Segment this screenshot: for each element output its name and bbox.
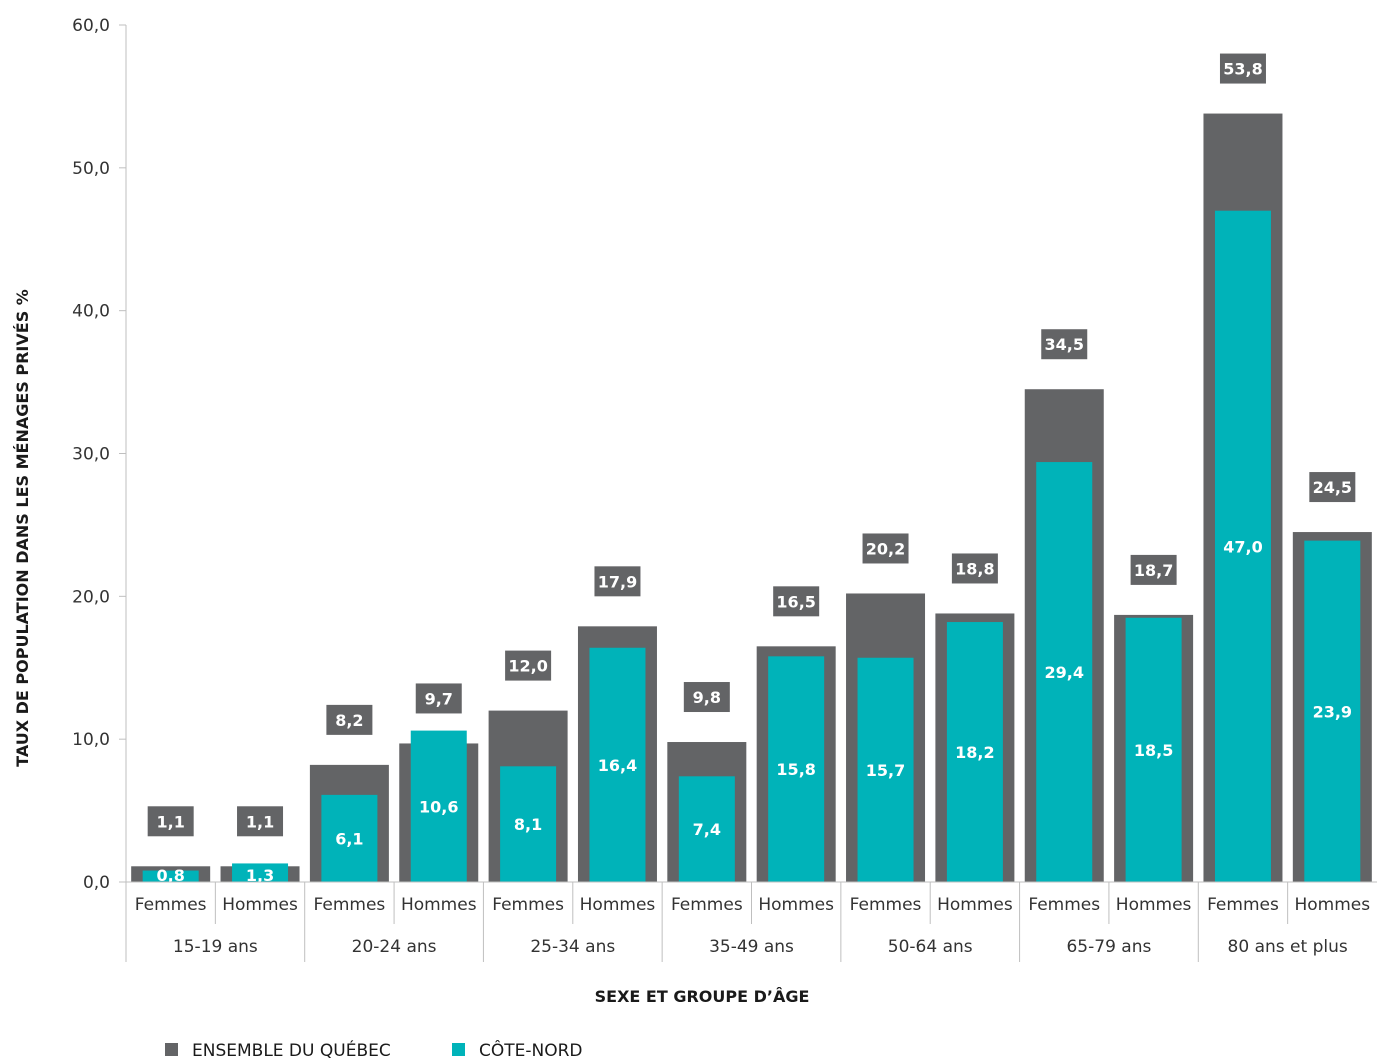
bar-cote-nord — [946, 622, 1003, 882]
data-label-quebec: 18,8 — [955, 559, 994, 578]
data-label-box-quebec — [683, 682, 730, 713]
data-label-cote-nord: 23,9 — [1313, 702, 1352, 721]
y-tick-label: 30,0 — [72, 445, 110, 465]
data-label-quebec: 16,5 — [776, 592, 815, 611]
bar-cote-nord — [1304, 540, 1361, 882]
x-category-label: Femmes — [671, 895, 743, 915]
data-labels: 1,1 0,8 1,1 1,3 8,2 6,1 9,7 10,6 12,0 8,1 17,9 16,4… — [147, 53, 1356, 885]
legend-label-cote-nord: CÔTE-NORD — [479, 1039, 583, 1059]
bar-cote-nord — [678, 776, 735, 882]
data-label-cote-nord: 18,5 — [1134, 741, 1173, 760]
y-axis-title: TAUX DE POPULATION DANS LES MÉNAGES PRIV… — [13, 289, 32, 767]
data-label-quebec: 1,1 — [157, 812, 185, 831]
data-label-quebec: 12,0 — [508, 657, 547, 676]
data-label-cote-nord: 29,4 — [1045, 663, 1084, 682]
data-label-box-quebec — [147, 806, 194, 837]
data-label-box-quebec — [237, 806, 284, 837]
data-label-quebec: 9,7 — [425, 689, 453, 708]
data-label-cote-nord: 1,3 — [246, 866, 274, 885]
bar-cote-nord — [1214, 210, 1271, 882]
data-label-cote-nord: 6,1 — [335, 829, 363, 848]
data-label-quebec: 53,8 — [1223, 60, 1262, 79]
bar-cote-nord — [1036, 462, 1093, 882]
bar-cote-nord — [500, 766, 557, 882]
data-label-box-quebec — [951, 553, 998, 584]
data-label-cote-nord: 7,4 — [693, 820, 721, 839]
legend-label-quebec: ENSEMBLE DU QUÉBEC — [192, 1039, 391, 1059]
x-group-label: 35-49 ans — [709, 937, 794, 957]
data-label-quebec: 18,7 — [1134, 561, 1173, 580]
y-axis: 0,0 10,0 20,0 30,0 40,0 50,0 60,0 — [72, 16, 127, 893]
bar-cote-nord — [589, 647, 646, 882]
x-category-label: Femmes — [135, 895, 207, 915]
x-group-label: 65-79 ans — [1066, 937, 1151, 957]
data-label-cote-nord: 10,6 — [419, 797, 458, 816]
x-category-label: Femmes — [1028, 895, 1100, 915]
data-label-quebec: 20,2 — [866, 539, 905, 558]
x-axis: Femmes Hommes Femmes Hommes Femmes Hommes Femm… — [125, 881, 1377, 962]
bars — [131, 113, 1372, 883]
x-group-label: 50-64 ans — [888, 937, 973, 957]
x-category-label: Hommes — [580, 895, 656, 915]
data-label-box-quebec — [1309, 472, 1356, 503]
x-category-label: Hommes — [1295, 895, 1371, 915]
data-label-box-quebec — [505, 650, 552, 681]
x-group-label: 80 ans et plus — [1228, 937, 1348, 957]
data-label-quebec: 1,1 — [246, 812, 274, 831]
x-category-label: Femmes — [850, 895, 922, 915]
x-axis-title: SEXE ET GROUPE D’ÂGE — [595, 987, 810, 1006]
bar-cote-nord — [232, 863, 289, 882]
data-label-cote-nord: 16,4 — [598, 756, 637, 775]
x-category-label: Femmes — [492, 895, 564, 915]
x-group-label: 15-19 ans — [173, 937, 258, 957]
data-label-box-quebec — [1041, 329, 1088, 360]
y-tick-label: 60,0 — [72, 16, 110, 36]
data-label-quebec: 17,9 — [598, 572, 637, 591]
bar-cote-nord — [1125, 617, 1182, 882]
y-tick-label: 40,0 — [72, 302, 110, 322]
x-category-label: Femmes — [314, 895, 386, 915]
data-label-box-quebec — [1219, 53, 1266, 84]
data-label-box-quebec — [862, 533, 909, 564]
x-category-label: Femmes — [1207, 895, 1279, 915]
x-category-label: Hommes — [1116, 895, 1192, 915]
data-label-quebec: 24,5 — [1313, 478, 1352, 497]
data-label-cote-nord: 15,7 — [866, 761, 905, 780]
x-category-label: Hommes — [222, 895, 298, 915]
x-category-label: Hommes — [758, 895, 834, 915]
legend-swatch-cote-nord — [452, 1043, 465, 1056]
data-label-box-quebec — [326, 704, 373, 735]
data-label-box-quebec — [773, 586, 820, 617]
data-label-cote-nord: 15,8 — [776, 760, 815, 779]
data-label-cote-nord: 47,0 — [1223, 537, 1262, 556]
data-label-cote-nord: 8,1 — [514, 815, 542, 834]
data-label-box-quebec — [594, 566, 641, 597]
data-label-box-quebec — [1130, 554, 1177, 585]
bar-cote-nord — [410, 730, 467, 882]
bar-cote-nord — [321, 794, 378, 882]
legend: ENSEMBLE DU QUÉBEC CÔTE-NORD — [165, 1039, 583, 1059]
data-label-quebec: 34,5 — [1045, 335, 1084, 354]
x-group-label: 20-24 ans — [352, 937, 437, 957]
y-tick-label: 20,0 — [72, 587, 110, 607]
data-label-quebec: 9,8 — [693, 688, 721, 707]
data-label-cote-nord: 18,2 — [955, 743, 994, 762]
data-label-box-quebec — [415, 683, 462, 714]
legend-swatch-quebec — [165, 1043, 178, 1056]
y-tick-label: 10,0 — [72, 730, 110, 750]
y-tick-label: 0,0 — [83, 873, 110, 893]
data-label-quebec: 8,2 — [335, 711, 363, 730]
bar-cote-nord — [768, 656, 825, 882]
data-label-cote-nord: 0,8 — [157, 866, 185, 885]
x-group-label: 25-34 ans — [530, 937, 615, 957]
x-category-label: Hommes — [401, 895, 477, 915]
bar-cote-nord — [857, 657, 914, 882]
bar-cote-nord — [142, 870, 199, 882]
y-tick-label: 50,0 — [72, 159, 110, 179]
x-category-label: Hommes — [937, 895, 1013, 915]
